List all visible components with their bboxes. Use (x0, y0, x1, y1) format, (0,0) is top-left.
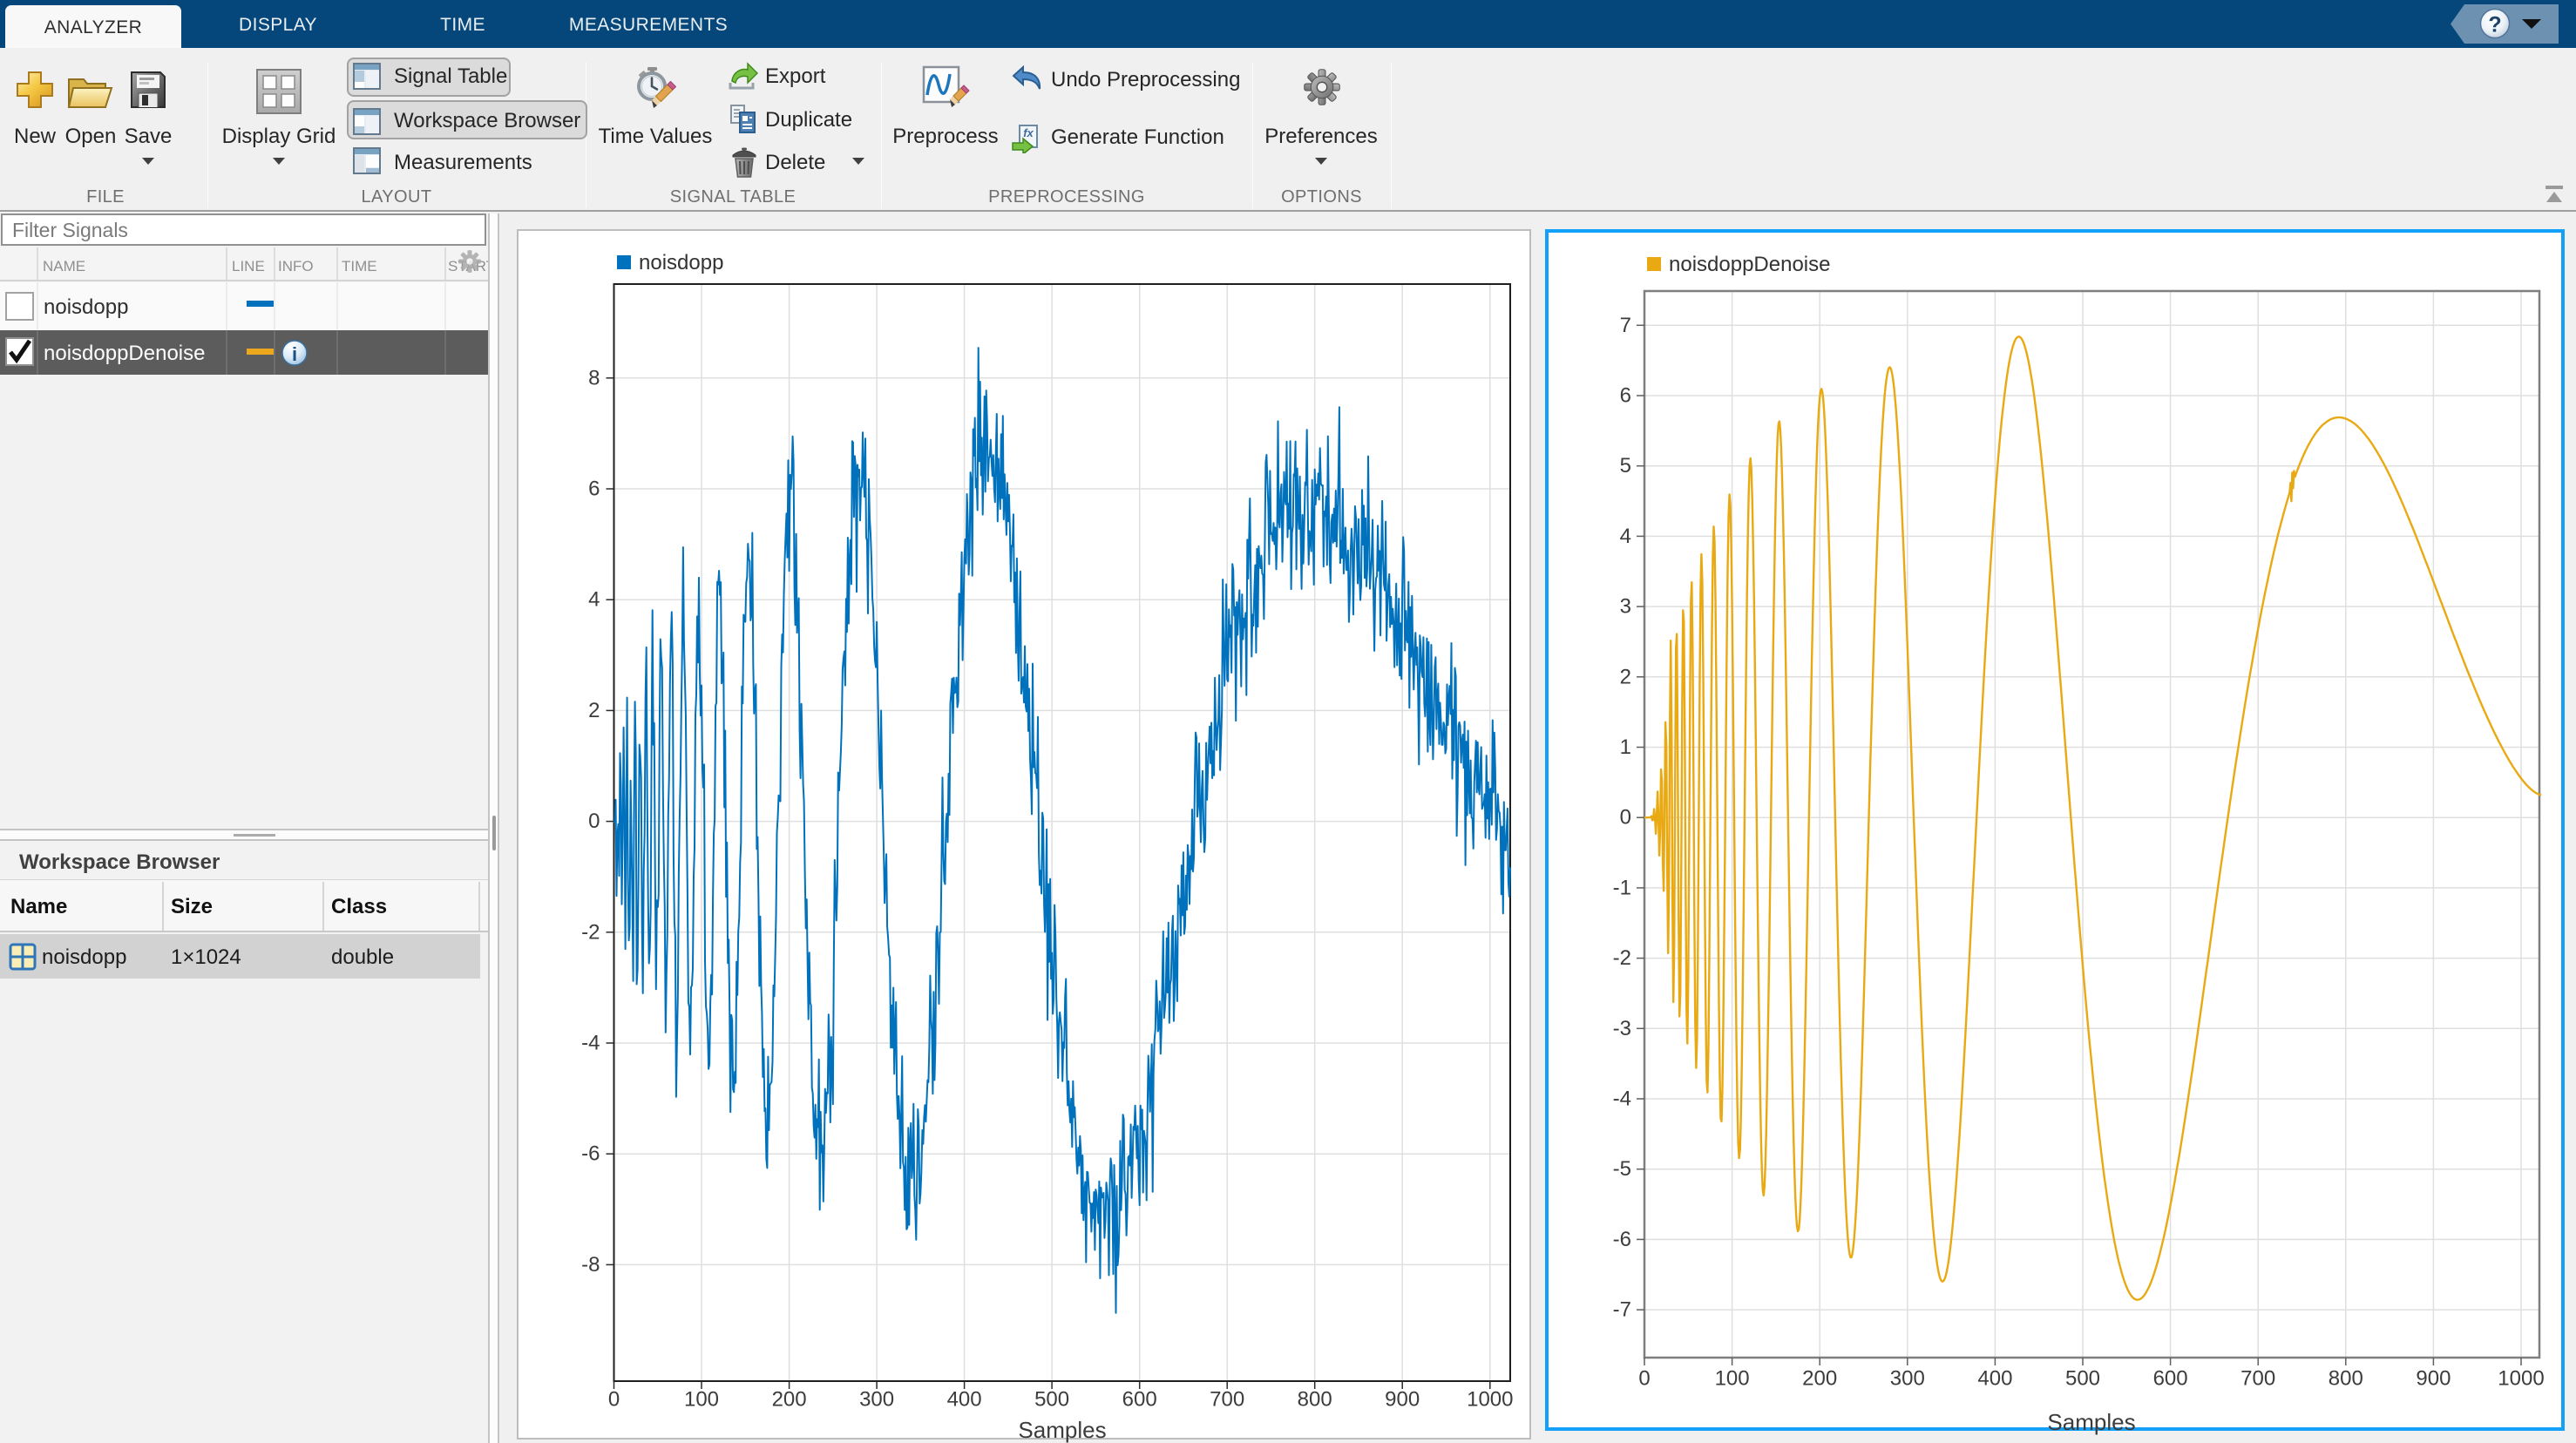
svg-text:4: 4 (588, 588, 600, 612)
svg-text:-1: -1 (1613, 876, 1631, 899)
svg-text:300: 300 (1890, 1367, 1925, 1391)
svg-text:-2: -2 (581, 920, 600, 944)
svg-text:1000: 1000 (2498, 1367, 2544, 1391)
svg-text:0: 0 (1638, 1367, 1650, 1391)
svg-text:noisdopp: noisdopp (639, 251, 723, 274)
svg-text:0: 0 (1620, 806, 1631, 830)
svg-text:500: 500 (2065, 1367, 2100, 1391)
svg-text:2: 2 (588, 699, 600, 722)
svg-text:-6: -6 (1613, 1228, 1631, 1251)
svg-text:-2: -2 (1613, 946, 1631, 970)
svg-text:fx: fx (1023, 126, 1034, 139)
svg-text:800: 800 (1298, 1388, 1332, 1412)
svg-text:200: 200 (1802, 1367, 1837, 1391)
svg-text:Samples: Samples (1018, 1417, 1106, 1443)
svg-text:2: 2 (1620, 665, 1631, 688)
svg-text:i: i (292, 343, 297, 365)
svg-text:-5: -5 (1613, 1157, 1631, 1181)
svg-text:0: 0 (608, 1388, 620, 1412)
svg-text:200: 200 (772, 1388, 807, 1412)
svg-text:-3: -3 (1613, 1017, 1631, 1040)
svg-text:4: 4 (1620, 525, 1631, 548)
svg-text:900: 900 (2416, 1367, 2451, 1391)
svg-text:1: 1 (1620, 735, 1631, 759)
svg-text:400: 400 (1977, 1367, 2012, 1391)
svg-text:3: 3 (1620, 595, 1631, 619)
svg-text:7: 7 (1620, 314, 1631, 337)
svg-text:-6: -6 (581, 1142, 600, 1166)
svg-text:6: 6 (588, 478, 600, 501)
svg-text:6: 6 (1620, 384, 1631, 408)
svg-text:100: 100 (684, 1388, 719, 1412)
svg-text:-4: -4 (581, 1032, 600, 1055)
svg-text:noisdoppDenoise: noisdoppDenoise (1669, 253, 1830, 276)
svg-text:1000: 1000 (1467, 1388, 1513, 1412)
svg-text:?: ? (2488, 13, 2501, 37)
svg-text:600: 600 (2153, 1367, 2188, 1391)
svg-text:5: 5 (1620, 454, 1631, 478)
svg-text:-8: -8 (581, 1253, 600, 1277)
svg-text:700: 700 (1210, 1388, 1244, 1412)
svg-text:8: 8 (588, 366, 600, 390)
svg-text:Samples: Samples (2047, 1409, 2135, 1435)
svg-text:900: 900 (1385, 1388, 1420, 1412)
svg-text:100: 100 (1715, 1367, 1750, 1391)
svg-text:400: 400 (947, 1388, 982, 1412)
svg-text:300: 300 (859, 1388, 894, 1412)
svg-text:600: 600 (1122, 1388, 1157, 1412)
svg-text:700: 700 (2240, 1367, 2275, 1391)
svg-text:-7: -7 (1613, 1298, 1631, 1322)
svg-text:0: 0 (588, 810, 600, 833)
svg-text:800: 800 (2329, 1367, 2363, 1391)
svg-text:500: 500 (1034, 1388, 1069, 1412)
svg-text:-4: -4 (1613, 1087, 1631, 1111)
